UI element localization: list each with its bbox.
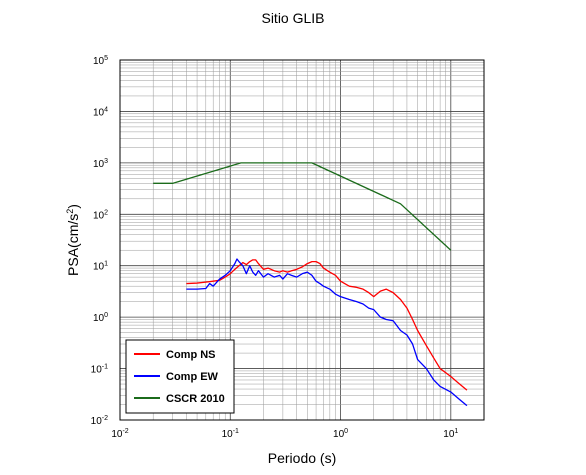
- series-line-2: [153, 162, 452, 251]
- x-tick-label: 10-2: [111, 428, 128, 440]
- x-tick-label: 101: [443, 428, 458, 440]
- y-tick-label: 102: [93, 209, 108, 221]
- plot-frame: [119, 59, 485, 421]
- y-tick-label: 103: [93, 158, 108, 170]
- y-tick-label: 105: [93, 55, 108, 67]
- y-tick-label: 101: [93, 261, 108, 273]
- y-tick-label: 10-2: [91, 415, 108, 427]
- series-lines: [153, 162, 468, 407]
- y-tick-label: 10-1: [91, 364, 108, 376]
- legend: Comp NS Comp EW CSCR 2010: [125, 339, 235, 414]
- legend-label-2: CSCR 2010: [166, 393, 225, 405]
- y-tick-label: 104: [93, 106, 108, 118]
- x-tick-label: 100: [333, 428, 348, 440]
- y-tick-labels: 10-2 10-1 100 101 102 103 104 105: [91, 55, 108, 427]
- x-axis-label: Periodo (s): [268, 450, 336, 466]
- x-tick-labels: 10-2 10-1 100 101: [111, 428, 458, 440]
- series-line-0: [186, 259, 468, 391]
- legend-label-0: Comp NS: [166, 349, 216, 361]
- grid: [120, 60, 484, 420]
- y-axis-label: PSA(cm/s2): [65, 204, 81, 276]
- y-tick-label: 100: [93, 312, 108, 324]
- series-line-1: [186, 258, 468, 407]
- x-tick-label: 10-1: [222, 428, 239, 440]
- chart-title: Sitio GLIB: [261, 10, 324, 26]
- legend-label-1: Comp EW: [166, 371, 219, 383]
